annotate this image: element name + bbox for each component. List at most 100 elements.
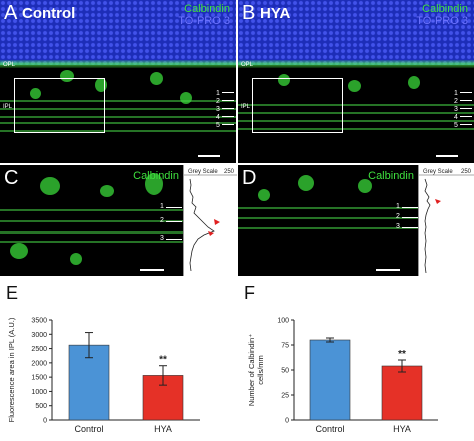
ipl-stratum-band <box>0 231 183 234</box>
ipl-stratum-band <box>238 227 418 229</box>
arrow-icon <box>435 199 441 204</box>
scale-bar <box>198 155 220 157</box>
panel-d-hya-inset: D Calbindin 1 2 3 <box>238 165 418 276</box>
profile-plot: Grey Scale 250 <box>419 169 474 274</box>
ipl-stratum-band <box>0 209 183 211</box>
stain-label-calbindin: Calbindin <box>368 170 414 182</box>
cell-body <box>10 243 28 259</box>
bar-hya <box>381 365 423 421</box>
bar-chart-cell-count: 0 25 50 75 100 Number of Calbindin⁺ cells/mm Co… <box>247 318 438 434</box>
bar-control <box>309 339 351 421</box>
scale-bar <box>140 269 164 271</box>
panel-letter-a: A <box>4 2 18 24</box>
panel-letter-f: F <box>244 283 255 303</box>
scale-bar <box>436 155 458 157</box>
nuclear-layer <box>0 0 236 65</box>
stratum-number: 2 <box>396 213 400 220</box>
stratum-tick <box>460 100 472 101</box>
stratum-number: 3 <box>396 223 400 230</box>
ipl-stratum-band <box>238 112 474 114</box>
stratum-number: 5 <box>454 122 458 129</box>
stratum-tick <box>166 239 182 240</box>
ipl-stratum-band <box>0 220 183 222</box>
profile-axis-label: Grey Scale <box>188 169 218 175</box>
stratum-tick <box>460 108 472 109</box>
stratum-number: 2 <box>216 98 220 105</box>
cell-body <box>150 72 163 85</box>
panel-letter-c: C <box>4 167 19 189</box>
y-tick-label: 0 <box>285 418 289 425</box>
ipl-stratum-band <box>238 104 474 106</box>
stratum-tick <box>166 221 182 222</box>
stratum-tick <box>402 207 418 208</box>
layer-label-opl: OPL <box>241 62 254 68</box>
stratum-tick <box>460 124 472 125</box>
y-tick-label: 1500 <box>31 375 47 382</box>
x-tick-label: HYA <box>393 424 411 434</box>
y-tick-label: 1000 <box>31 389 47 396</box>
cell-body <box>100 185 114 197</box>
stratum-tick <box>222 124 234 125</box>
profile-axis-label: Grey Scale <box>423 169 453 175</box>
stratum-number: 1 <box>454 90 458 97</box>
cell-body <box>30 88 41 99</box>
cell-body <box>298 175 314 191</box>
profile-trace <box>424 178 431 274</box>
panel-letter-e: E <box>6 283 19 303</box>
cell-body <box>258 189 270 201</box>
stratum-tick <box>222 92 234 93</box>
cell-body <box>60 70 74 82</box>
stratum-tick <box>166 207 182 208</box>
panel-b-title: HYA <box>260 5 291 22</box>
y-tick-label: 500 <box>35 403 47 410</box>
significance-marker: ** <box>159 355 167 366</box>
cell-body <box>180 92 192 104</box>
cell-body <box>145 173 163 195</box>
stratum-tick <box>402 227 418 228</box>
stratum-number: 1 <box>160 203 164 210</box>
stratum-tick <box>460 116 472 117</box>
nuclear-layer <box>238 0 474 65</box>
panel-c-intensity-profile: Grey Scale 250 <box>183 165 237 276</box>
x-tick-label: Control <box>315 424 344 434</box>
ipl-stratum-band <box>0 100 236 102</box>
stratum-number: 3 <box>216 106 220 113</box>
ipl-stratum-band <box>238 207 418 209</box>
stain-label-topro: TO-PRO 3 <box>178 15 230 27</box>
stratum-number: 5 <box>216 122 220 129</box>
profile-plot: Grey Scale 250 <box>184 169 237 272</box>
y-tick-label: 3500 <box>31 318 47 325</box>
ipl-stratum-band <box>238 120 474 122</box>
y-axis-label: Fluorescence area in IPL (A.U.) <box>7 317 16 422</box>
ipl-stratum-band <box>0 116 236 118</box>
stratum-number: 1 <box>216 90 220 97</box>
ipl-stratum-band <box>238 128 474 130</box>
stratum-number: 2 <box>160 217 164 224</box>
y-axis-label: cells/mm <box>256 355 265 385</box>
panel-e-chart: E 0 500 1000 1500 2000 2500 3000 3500 Fluorescen… <box>0 280 236 436</box>
stratum-tick <box>222 108 234 109</box>
stratum-tick <box>460 92 472 93</box>
layer-label-ipl: IPL <box>241 104 251 110</box>
stratum-number: 3 <box>160 235 164 242</box>
profile-axis-max: 250 <box>224 169 235 175</box>
y-tick-label: 3000 <box>31 332 47 339</box>
cell-body <box>70 253 82 265</box>
panel-a-title: Control <box>22 5 76 22</box>
stratum-tick <box>222 116 234 117</box>
stain-label-calbindin: Calbindin <box>133 170 179 182</box>
stratum-number: 1 <box>396 203 400 210</box>
panel-b-hya-image: B HYA Calbindin TO-PRO 3 OPL IPL 1 2 3 4… <box>238 0 474 163</box>
opl-band <box>0 60 236 68</box>
y-tick-label: 2000 <box>31 360 47 367</box>
y-tick-label: 50 <box>281 368 289 375</box>
profile-trace <box>189 178 215 272</box>
panel-c-control-inset: C Calbindin 1 2 3 <box>0 165 183 276</box>
stratum-number: 3 <box>454 106 458 113</box>
arrow-icon <box>208 231 214 236</box>
ipl-stratum-band <box>0 241 183 243</box>
ipl-stratum-band <box>0 108 236 110</box>
y-tick-label: 75 <box>281 343 289 350</box>
ipl-stratum-band <box>0 130 236 132</box>
profile-axis-max: 250 <box>461 169 472 175</box>
